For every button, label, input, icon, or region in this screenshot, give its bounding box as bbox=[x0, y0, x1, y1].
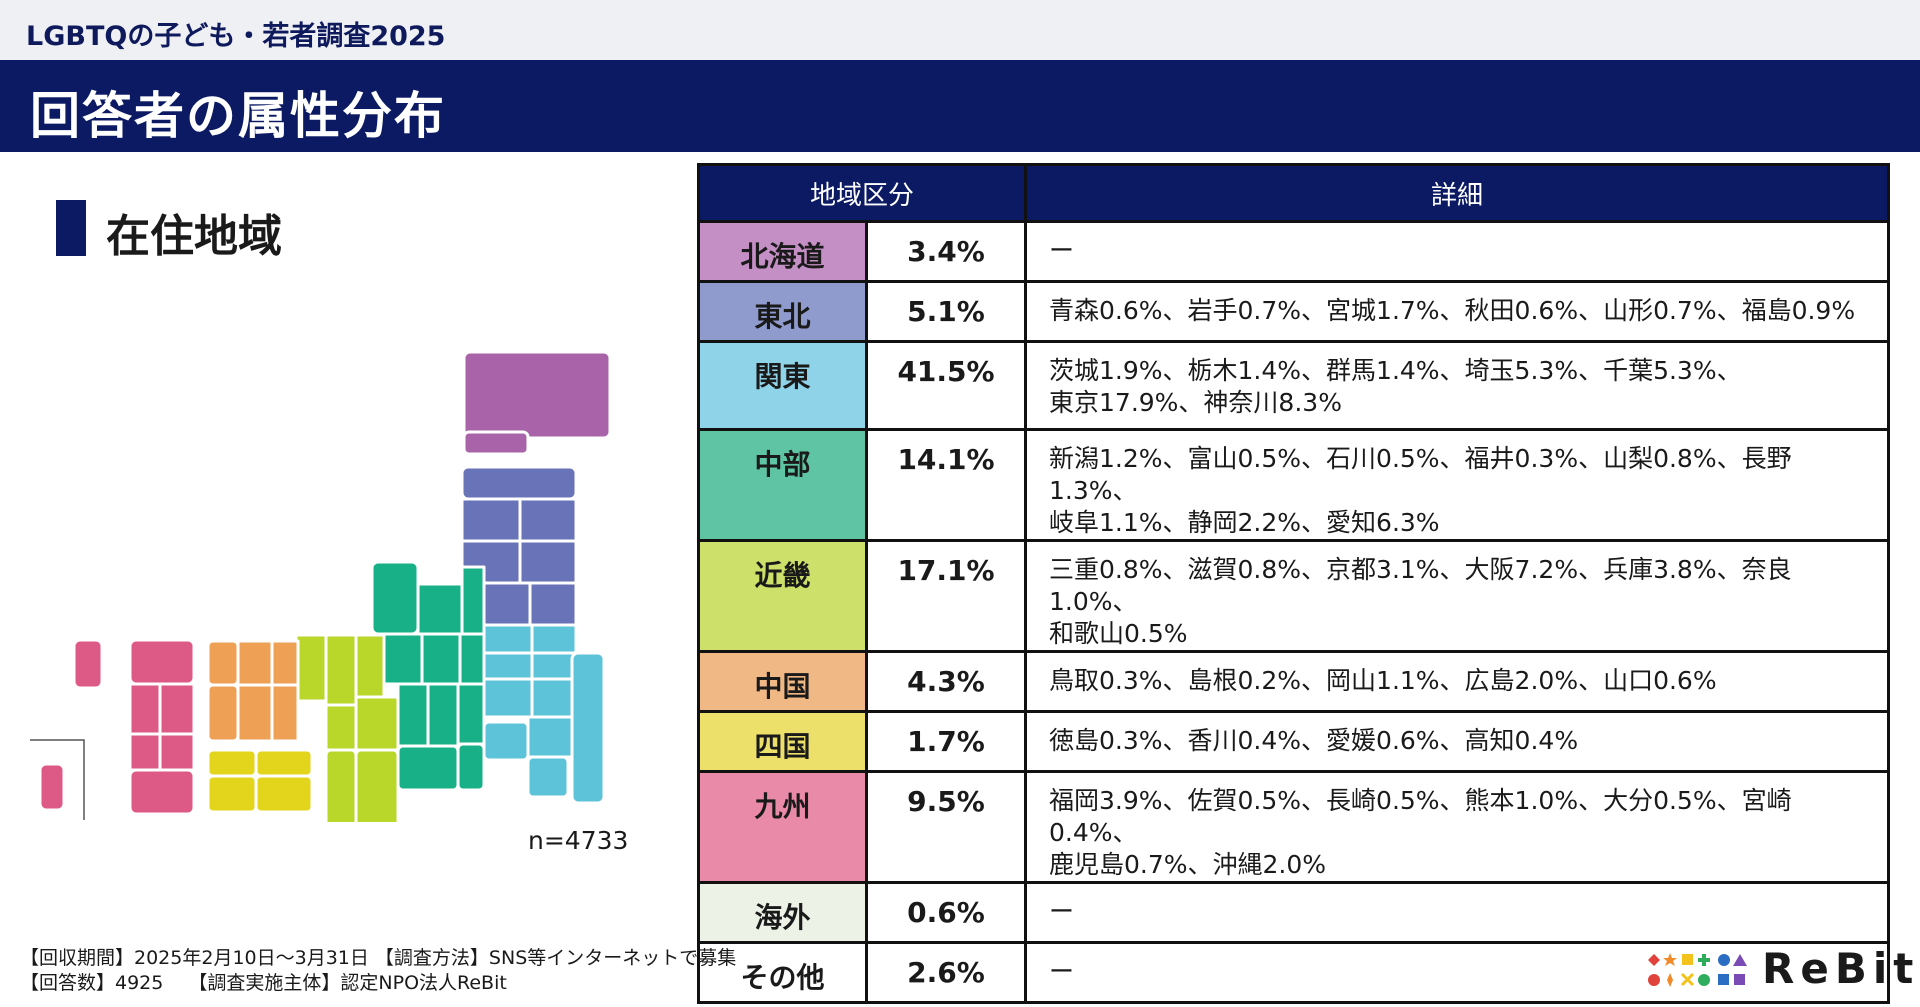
sample-size-label: n=4733 bbox=[528, 826, 629, 855]
region-table: 地域区分 詳細 北海道 3.4% ー 東北 5.1% 青森0.6%、岩手0.7%… bbox=[696, 163, 1890, 1004]
map-shikoku bbox=[206, 748, 314, 814]
region-percent: 3.4% bbox=[864, 220, 1028, 283]
region-percent: 14.1% bbox=[864, 428, 1028, 542]
title-bar: 回答者の属性分布 bbox=[0, 60, 1920, 152]
region-detail: 茨城1.9%、栃木1.4%、群馬1.4%、埼玉5.3%、千葉5.3%、 東京17… bbox=[1024, 340, 1890, 431]
survey-name: LGBTQの子ども・若者調査2025 bbox=[26, 21, 446, 52]
region-detail: ー bbox=[1024, 941, 1890, 1004]
region-percent: 5.1% bbox=[864, 280, 1028, 343]
region-name: その他 bbox=[697, 941, 868, 1004]
map-kinki bbox=[294, 633, 400, 822]
map-tohoku bbox=[460, 465, 578, 627]
map-hokkaido bbox=[462, 352, 612, 440]
map-chugoku bbox=[206, 639, 300, 743]
region-detail: ー bbox=[1024, 220, 1890, 283]
footer-respondent-info: 【回答数】4925 【調査実施主体】認定NPO法人ReBit bbox=[20, 972, 507, 994]
top-bar: LGBTQの子ども・若者調査2025 bbox=[0, 0, 1920, 60]
region-percent: 9.5% bbox=[864, 770, 1028, 884]
logo-wordmark: ReBit bbox=[1762, 944, 1920, 993]
rebit-logo: ReBit bbox=[1644, 944, 1913, 993]
okinawa-inset-border bbox=[30, 739, 85, 820]
region-detail: 新潟1.2%、富山0.5%、石川0.5%、福井0.3%、山梨0.8%、長野1.3… bbox=[1024, 428, 1890, 542]
table-row: 近畿 17.1% 三重0.8%、滋賀0.8%、京都3.1%、大阪7.2%、兵庫3… bbox=[697, 539, 1890, 653]
region-name: 四国 bbox=[697, 710, 868, 773]
region-detail: ー bbox=[1024, 881, 1890, 944]
table-row: 海外 0.6% ー bbox=[697, 881, 1890, 944]
map-chubu bbox=[370, 560, 486, 792]
region-percent: 0.6% bbox=[864, 881, 1028, 944]
region-name: 中部 bbox=[697, 428, 868, 542]
table-row: 北海道 3.4% ー bbox=[697, 220, 1890, 283]
region-name: 東北 bbox=[697, 280, 868, 343]
region-percent: 4.3% bbox=[864, 650, 1028, 713]
table-header-row: 地域区分 詳細 bbox=[696, 163, 1890, 223]
region-percent: 1.7% bbox=[864, 710, 1028, 773]
region-detail: 福岡3.9%、佐賀0.5%、長崎0.5%、熊本1.0%、大分0.5%、宮崎0.4… bbox=[1024, 770, 1890, 884]
region-name: 九州 bbox=[697, 770, 868, 884]
map-kyushu bbox=[38, 638, 196, 816]
table-row: 関東 41.5% 茨城1.9%、栃木1.4%、群馬1.4%、埼玉5.3%、千葉5… bbox=[697, 340, 1890, 431]
region-detail: 三重0.8%、滋賀0.8%、京都3.1%、大阪7.2%、兵庫3.8%、奈良1.0… bbox=[1024, 539, 1890, 653]
section-accent-bar bbox=[56, 200, 86, 256]
region-name: 関東 bbox=[697, 340, 868, 431]
region-detail: 徳島0.3%、香川0.4%、愛媛0.6%、高知0.4% bbox=[1024, 710, 1890, 773]
page-title: 回答者の属性分布 bbox=[30, 87, 446, 145]
japan-region-map bbox=[30, 352, 612, 822]
table-row: 中国 4.3% 鳥取0.3%、島根0.2%、岡山1.1%、広島2.0%、山口0.… bbox=[697, 650, 1890, 713]
map-hokkaido bbox=[462, 430, 530, 456]
map-kanto bbox=[482, 623, 606, 805]
region-percent: 2.6% bbox=[864, 941, 1028, 1004]
table-row: 中部 14.1% 新潟1.2%、富山0.5%、石川0.5%、福井0.3%、山梨0… bbox=[697, 428, 1890, 542]
footer-collection-info: 【回収期間】2025年2月10日～3月31日 【調査方法】SNS等インターネット… bbox=[20, 947, 737, 969]
region-detail: 青森0.6%、岩手0.7%、宮城1.7%、秋田0.6%、山形0.7%、福島0.9… bbox=[1024, 280, 1890, 343]
region-percent: 17.1% bbox=[864, 539, 1028, 653]
logo-dots-icon bbox=[1648, 953, 1747, 987]
region-percent: 41.5% bbox=[864, 340, 1028, 431]
table-row: 九州 9.5% 福岡3.9%、佐賀0.5%、長崎0.5%、熊本1.0%、大分0.… bbox=[697, 770, 1890, 884]
region-detail: 鳥取0.3%、島根0.2%、岡山1.1%、広島2.0%、山口0.6% bbox=[1024, 650, 1890, 713]
table-row: 東北 5.1% 青森0.6%、岩手0.7%、宮城1.7%、秋田0.6%、山形0.… bbox=[697, 280, 1890, 343]
column-header-region: 地域区分 bbox=[696, 163, 1028, 223]
table-row: その他 2.6% ー bbox=[697, 941, 1890, 1004]
region-name: 近畿 bbox=[697, 539, 868, 653]
region-name: 海外 bbox=[697, 881, 868, 944]
column-header-detail: 詳細 bbox=[1024, 163, 1890, 223]
region-name: 中国 bbox=[697, 650, 868, 713]
section-label: 在住地域 bbox=[106, 211, 282, 262]
region-name: 北海道 bbox=[697, 220, 868, 283]
table-row: 四国 1.7% 徳島0.3%、香川0.4%、愛媛0.6%、高知0.4% bbox=[697, 710, 1890, 773]
